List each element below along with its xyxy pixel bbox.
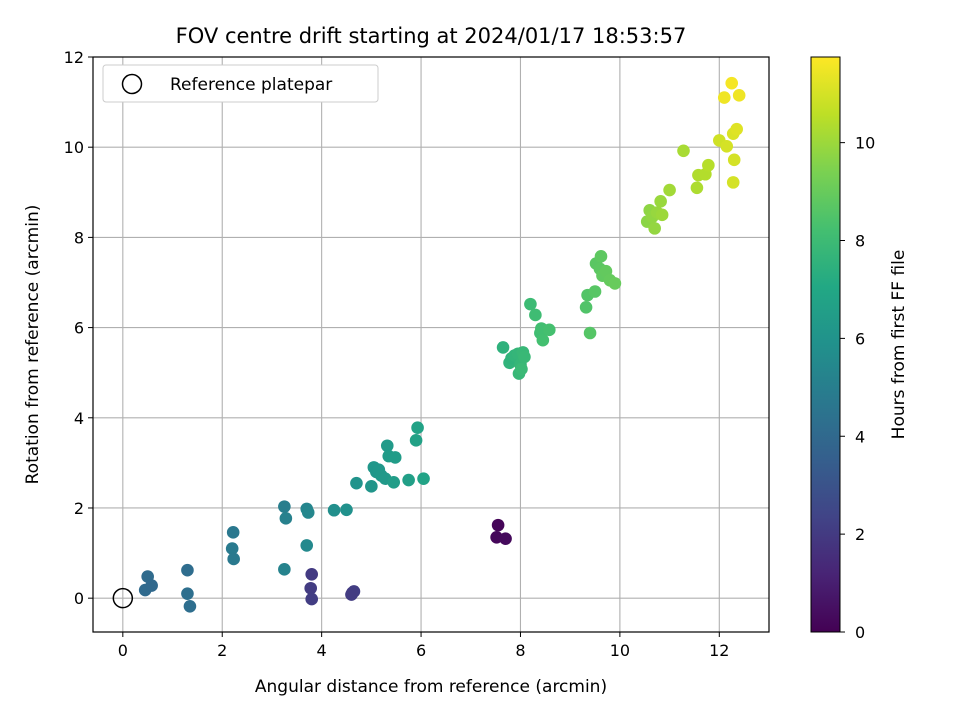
data-point: [387, 475, 401, 489]
plot-frame: [92, 56, 770, 633]
data-point: [732, 89, 746, 102]
data-point: [648, 222, 661, 235]
data-point: [350, 476, 363, 490]
reference-platepar-marker: [112, 587, 134, 609]
data-point: [340, 503, 353, 517]
data-point: [279, 512, 293, 525]
data-point: [702, 158, 715, 172]
data-point: [301, 506, 315, 519]
data-point: [304, 581, 318, 595]
data-point: [677, 144, 690, 158]
y-tick-label: 6: [74, 319, 84, 338]
legend: Reference platepar: [102, 64, 379, 103]
y-tick-label: 2: [74, 499, 84, 518]
data-point: [524, 297, 537, 311]
data-point: [663, 183, 676, 197]
y-axis-ticks: 0 2 4 6 8 10 12: [64, 48, 93, 608]
data-point: [225, 542, 239, 555]
data-point: [583, 326, 597, 340]
y-tick-label: 12: [64, 48, 84, 67]
x-axis-label: Angular distance from reference (arcmin): [255, 677, 607, 697]
data-point: [726, 176, 740, 189]
data-point: [278, 563, 291, 576]
data-points: [138, 76, 746, 613]
y-tick-label: 4: [74, 409, 84, 428]
data-point: [181, 563, 194, 577]
data-point: [491, 518, 505, 532]
colorbar-tick-label: 4: [855, 427, 865, 446]
data-point: [690, 181, 704, 195]
data-point: [226, 526, 240, 539]
data-point: [411, 421, 424, 435]
data-point: [518, 350, 531, 364]
colorbar: 0 2 4 6 8 10 Hours from first FF file: [810, 56, 909, 642]
colorbar-ticks: 0 2 4 6 8 10: [840, 134, 875, 642]
x-axis-ticks: 0 2 4 6 8 10 12: [118, 632, 729, 660]
data-point: [417, 472, 430, 485]
data-point: [579, 300, 593, 314]
chart-title: FOV centre drift starting at 2024/01/17 …: [176, 24, 687, 48]
data-point: [655, 208, 669, 222]
data-point: [300, 539, 314, 552]
data-point: [499, 532, 512, 545]
x-tick-label: 2: [217, 641, 227, 660]
data-point: [727, 153, 741, 167]
data-point: [402, 473, 415, 487]
y-tick-label: 0: [74, 589, 84, 608]
legend-marker-icon: [121, 73, 143, 95]
data-point: [181, 587, 194, 600]
x-tick-label: 12: [709, 641, 729, 660]
data-point: [717, 91, 731, 104]
data-point: [227, 552, 240, 566]
data-point: [543, 323, 556, 337]
colorbar-tick-label: 6: [855, 329, 865, 348]
data-point: [654, 195, 667, 208]
y-tick-label: 8: [74, 228, 84, 247]
data-point: [529, 308, 542, 322]
data-point: [305, 567, 319, 581]
colorbar-tick-label: 8: [855, 232, 865, 251]
data-point: [145, 579, 158, 592]
x-tick-label: 10: [610, 641, 630, 660]
data-point: [496, 341, 510, 354]
data-point: [345, 588, 358, 601]
legend-label: Reference platepar: [170, 75, 332, 95]
data-point: [608, 277, 622, 290]
grid-lines: [93, 56, 769, 632]
data-point: [594, 250, 608, 263]
data-point: [388, 451, 402, 464]
x-tick-label: 4: [317, 641, 327, 660]
data-point: [327, 503, 341, 517]
x-tick-label: 8: [515, 641, 525, 660]
x-tick-label: 6: [416, 641, 426, 660]
colorbar-label: Hours from first FF file: [889, 250, 909, 440]
data-point: [720, 139, 734, 153]
data-point: [305, 592, 319, 606]
data-point: [365, 480, 378, 493]
data-point: [380, 439, 394, 453]
data-point: [536, 333, 550, 347]
legend-box: [102, 64, 379, 103]
y-axis-label: Rotation from reference (arcmin): [23, 205, 43, 485]
data-point: [278, 500, 291, 513]
colorbar-gradient: [810, 56, 841, 633]
colorbar-tick-label: 10: [855, 134, 875, 153]
colorbar-tick-label: 2: [855, 525, 865, 544]
data-point: [515, 362, 528, 376]
colorbar-tick-label: 0: [855, 623, 865, 642]
data-point: [725, 76, 739, 90]
data-point: [183, 599, 197, 613]
y-tick-label: 10: [64, 138, 84, 157]
data-point: [588, 285, 602, 298]
data-point: [730, 122, 743, 136]
x-tick-label: 0: [118, 641, 128, 660]
data-point: [409, 434, 423, 447]
